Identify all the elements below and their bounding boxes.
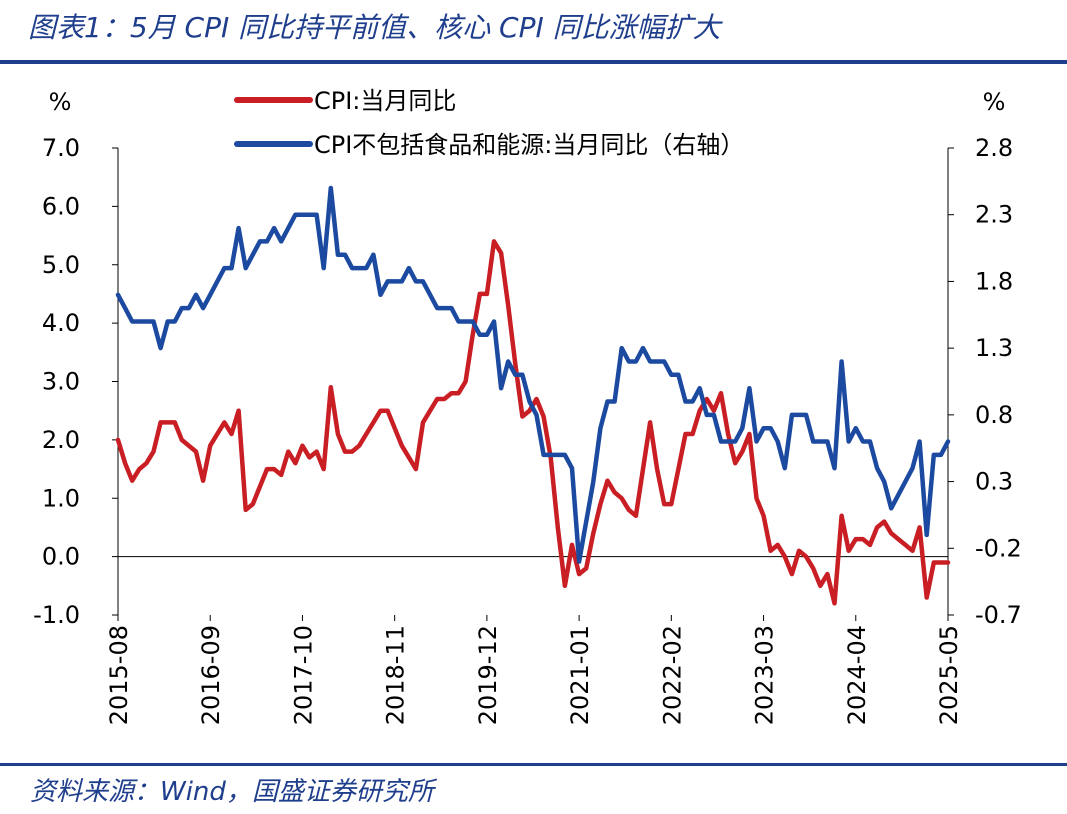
x-tick-label: 2022-02: [658, 625, 686, 725]
right-tick-label: -0.7: [975, 601, 1022, 629]
series-line-2: [115, 185, 951, 564]
title-rule: [0, 60, 1067, 64]
left-tick-label: 7.0: [42, 134, 80, 162]
legend: CPI:当月同比 CPI不包括食品和能源:当月同比（右轴）: [234, 87, 744, 159]
left-tick-label: 2.0: [42, 426, 80, 454]
left-tick-label: -1.0: [33, 601, 80, 629]
right-tick-label: 2.3: [975, 201, 1013, 229]
right-axis-unit: %: [983, 88, 1006, 116]
left-tick-label: 6.0: [42, 192, 80, 220]
x-tick-label: 2018-11: [382, 625, 410, 725]
axes: 7.0 6.0 5.0 4.0 3.0 2.0 1.0 0.0 -1.0 2.8 2.3 1.8 1.3…: [33, 134, 1022, 725]
x-tick-label: 2017-10: [289, 625, 317, 725]
x-tick-label: 2023-03: [751, 625, 779, 725]
left-axis-unit: %: [49, 88, 72, 116]
left-tick-label: 3.0: [42, 368, 80, 396]
left-tick-label: 1.0: [42, 484, 80, 512]
legend-label-2: CPI不包括食品和能源:当月同比（右轴）: [314, 131, 744, 159]
legend-label-1: CPI:当月同比: [314, 87, 456, 115]
right-tick-label: 1.8: [975, 267, 1013, 295]
right-tick-label: 1.3: [975, 334, 1013, 362]
figure-source: 资料来源：Wind，国盛证券研究所: [30, 777, 434, 807]
x-tick-label: 2016-09: [197, 625, 225, 725]
figure-title: 图表1：5月 CPI 同比持平前值、核心 CPI 同比涨幅扩大: [28, 11, 721, 44]
series-line-1: [115, 239, 951, 606]
x-tick-label: 2024-04: [843, 625, 871, 725]
x-tick-label: 2021-01: [566, 625, 594, 725]
right-tick-label: 2.8: [975, 134, 1013, 162]
right-tick-label: -0.2: [975, 534, 1022, 562]
series-group: [115, 185, 951, 606]
line-chart: % % CPI:当月同比 CPI不包括食品和能源:当月同比（右轴） 7.0 6.0 5…: [33, 87, 1022, 725]
x-tick-label: 2019-12: [474, 625, 502, 725]
x-tick-label: 2015-08: [105, 625, 133, 725]
right-tick-label: 0.8: [975, 401, 1013, 429]
left-tick-label: 0.0: [42, 543, 80, 571]
x-tick-label: 2025-05: [935, 625, 963, 725]
right-tick-label: 0.3: [975, 468, 1013, 496]
left-tick-label: 5.0: [42, 251, 80, 279]
left-tick-label: 4.0: [42, 309, 80, 337]
source-rule: [0, 763, 1067, 766]
